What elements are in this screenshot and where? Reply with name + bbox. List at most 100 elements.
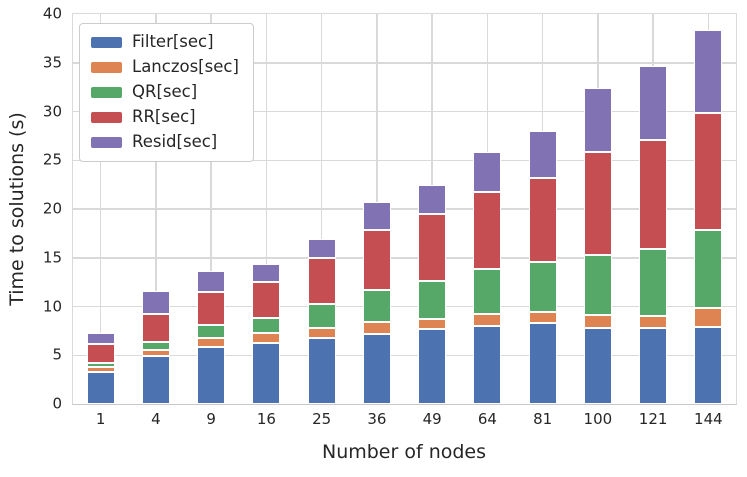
x-tick-label-16: 16: [256, 410, 276, 428]
bar-segment-filter-81: [528, 323, 557, 404]
bar-segment-lanczos-121: [639, 316, 668, 328]
bar-segment-resid-64: [473, 151, 502, 193]
bar-49: [418, 14, 447, 404]
bar-segment-qr-9: [197, 324, 226, 339]
gridline-y-35: [73, 62, 736, 64]
legend-label: Resid[sec]: [132, 131, 218, 151]
bar-segment-lanczos-49: [418, 319, 447, 329]
gridline-x-9: [210, 14, 212, 404]
y-tick-label-35: 35: [42, 53, 62, 72]
bar-segment-rr-100: [583, 151, 612, 255]
bar-100: [583, 14, 612, 404]
bar-segment-lanczos-9: [197, 338, 226, 348]
y-tick-label-20: 20: [42, 199, 62, 218]
bar-36: [362, 14, 391, 404]
bar-segment-lanczos-16: [252, 332, 281, 343]
x-tick-label-9: 9: [206, 410, 216, 428]
bar-81: [528, 14, 557, 404]
bar-segment-qr-4: [141, 341, 170, 351]
gridline-y-5: [73, 354, 736, 356]
bar-segment-resid-1: [86, 333, 115, 345]
bar-segment-resid-25: [307, 239, 336, 258]
bar-segment-resid-4: [141, 290, 170, 315]
bar-segment-qr-36: [362, 289, 391, 323]
bar-segment-qr-121: [639, 249, 668, 317]
bar-segment-qr-1: [86, 362, 115, 368]
plot-area: Filter[sec] Lanczos[sec] QR[sec] RR[sec]…: [43, 6, 737, 427]
y-axis-label: Time to solutions (s): [6, 112, 28, 306]
bar-segment-resid-100: [583, 88, 612, 152]
bar-segment-lanczos-1: [86, 367, 115, 372]
bar-segment-resid-144: [694, 29, 723, 113]
bar-segment-rr-4: [141, 314, 170, 342]
y-tick-label-15: 15: [42, 248, 62, 267]
bar-segment-rr-64: [473, 192, 502, 269]
gridline-y-20: [73, 208, 736, 210]
x-tick-label-81: 81: [533, 410, 553, 428]
bar-segment-lanczos-25: [307, 327, 336, 338]
x-tick-label-121: 121: [638, 410, 668, 428]
bar-segment-filter-144: [694, 326, 723, 404]
bar-segment-qr-64: [473, 268, 502, 315]
bar-segment-qr-49: [418, 281, 447, 320]
bar-segment-rr-49: [418, 213, 447, 282]
y-tick-label-10: 10: [42, 297, 62, 315]
bar-4: [141, 14, 170, 404]
legend-swatch-resid-icon: [91, 136, 122, 148]
bar-segment-resid-16: [252, 263, 281, 283]
bar-segment-filter-100: [583, 327, 612, 404]
x-tick-label-64: 64: [477, 410, 497, 428]
bar-segment-lanczos-64: [473, 314, 502, 326]
x-tick-label-4: 4: [151, 410, 161, 428]
legend-item-lanczos: Lanczos[sec]: [91, 57, 239, 77]
bar-segment-resid-81: [528, 131, 557, 178]
bar-segment-filter-4: [141, 356, 170, 404]
bar-segment-filter-36: [362, 333, 391, 404]
bar-segment-qr-25: [307, 303, 336, 328]
gridline-x-4: [155, 14, 157, 404]
legend-swatch-lanczos-icon: [91, 61, 122, 73]
bar-segment-rr-16: [252, 282, 281, 319]
gridline-x-1: [99, 14, 102, 404]
bar-segment-lanczos-36: [362, 322, 391, 334]
gridline-x-25: [320, 14, 323, 404]
x-tick-label-25: 25: [312, 410, 332, 428]
legend-label: Filter[sec]: [132, 32, 214, 51]
legend-item-filter: Filter[sec]: [91, 32, 239, 52]
legend-item-rr: RR[sec]: [91, 107, 239, 127]
bar-segment-rr-1: [86, 344, 115, 363]
x-tick-label-36: 36: [367, 410, 387, 428]
x-tick-label-144: 144: [694, 410, 723, 428]
legend-item-resid: Resid[sec]: [91, 131, 239, 152]
bar-segment-filter-25: [307, 337, 336, 404]
legend-swatch-qr-icon: [91, 86, 122, 98]
bar-121: [639, 14, 668, 404]
bar-64: [473, 14, 502, 404]
bar-segment-filter-16: [252, 342, 281, 404]
bar-segment-qr-100: [583, 254, 612, 316]
bar-144: [694, 14, 723, 404]
gridline-y-15: [73, 257, 736, 259]
bar-25: [307, 14, 336, 404]
bar-segment-qr-144: [694, 230, 723, 309]
bar-segment-resid-36: [362, 202, 391, 231]
legend-item-qr: QR[sec]: [91, 82, 239, 102]
gridline-y-10: [73, 305, 736, 308]
bar-segment-filter-49: [418, 328, 447, 404]
bar-segment-resid-9: [197, 270, 226, 293]
x-tick-label-1: 1: [95, 410, 106, 428]
x-tick-label-49: 49: [422, 410, 442, 428]
bar-segment-rr-81: [528, 177, 557, 262]
bar-segment-resid-121: [639, 65, 668, 140]
bar-segment-qr-16: [252, 318, 281, 333]
bar-segment-filter-9: [197, 347, 226, 404]
bar-16: [252, 14, 281, 404]
gridline-x-16: [265, 14, 268, 404]
legend: Filter[sec] Lanczos[sec] QR[sec] RR[sec]…: [79, 23, 254, 162]
gridline-y-30: [73, 110, 736, 113]
y-tick-label-0: 0: [52, 394, 62, 413]
y-tick-label-25: 25: [42, 150, 62, 169]
bar-segment-resid-49: [418, 184, 447, 214]
bar-segment-rr-25: [307, 257, 336, 304]
